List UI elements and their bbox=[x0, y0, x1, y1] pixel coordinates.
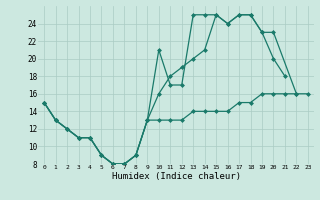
X-axis label: Humidex (Indice chaleur): Humidex (Indice chaleur) bbox=[111, 172, 241, 181]
